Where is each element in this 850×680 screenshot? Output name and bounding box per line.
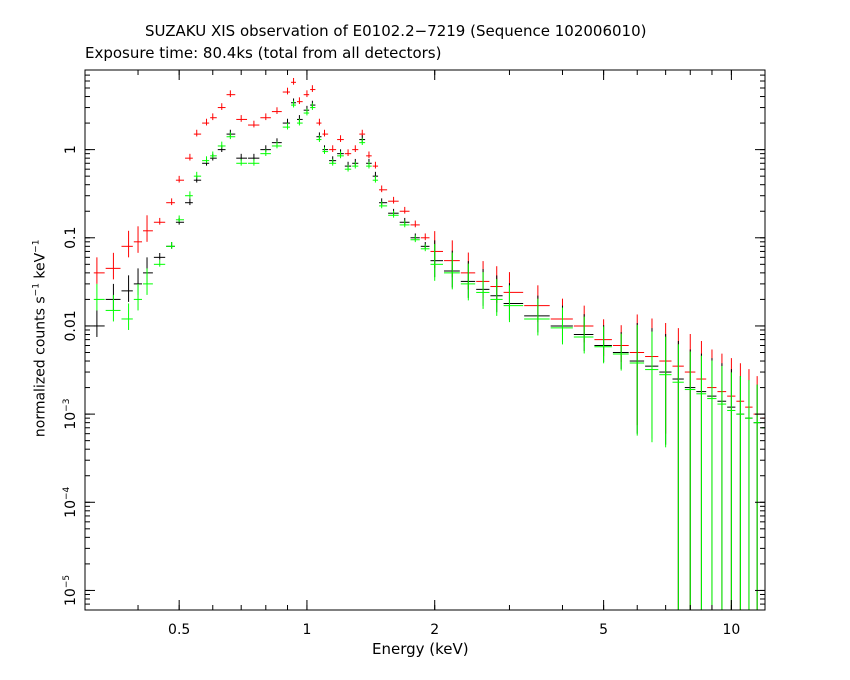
y-tick-label-base: 10 [63, 412, 79, 430]
x-tick-label: 0.5 [168, 622, 190, 638]
x-tick-label: 1 [302, 622, 311, 638]
y-tick-label-exponent: −4 [62, 486, 72, 500]
y-axis-label-sup2: −1 [31, 239, 42, 253]
y-tick-label: 0.1 [63, 227, 79, 249]
data-marks [93, 77, 766, 610]
y-tick-label-exponent: −3 [62, 399, 72, 412]
y-tick-label-base: 1 [63, 145, 79, 154]
y-tick-label-base: 10 [63, 588, 79, 606]
y-tick-label: 0.01 [63, 310, 79, 341]
y-tick-label-base: 0.01 [63, 310, 79, 341]
y-tick-label: 1 [63, 145, 79, 154]
y-tick-label-base: 10 [63, 500, 79, 518]
y-axis-label: normalized counts s−1 keV−1 [32, 218, 49, 458]
y-tick-label: 10−3 [62, 399, 79, 430]
series-2 [93, 100, 766, 610]
chart-title: SUZAKU XIS observation of E0102.2−7219 (… [145, 22, 647, 40]
x-axis-label: Energy (keV) [372, 640, 469, 658]
y-tick-label: 10−4 [62, 486, 79, 517]
y-tick-label: 10−5 [62, 575, 79, 606]
plot-frame [84, 69, 766, 611]
y-tick-label-base: 0.1 [63, 227, 79, 249]
x-tick-label: 5 [599, 622, 608, 638]
chart-subtitle: Exposure time: 80.4ks (total from all de… [85, 44, 442, 62]
y-tick-label-exponent: −5 [62, 575, 72, 588]
series-1 [93, 98, 766, 610]
x-tick-label: 10 [722, 622, 740, 638]
series-0 [93, 77, 766, 610]
y-axis-label-sup1: −1 [31, 283, 42, 297]
x-tick-label: 2 [430, 622, 439, 638]
y-axis-label-main: normalized counts s [32, 296, 49, 438]
y-axis-label-mid: keV [32, 252, 49, 284]
